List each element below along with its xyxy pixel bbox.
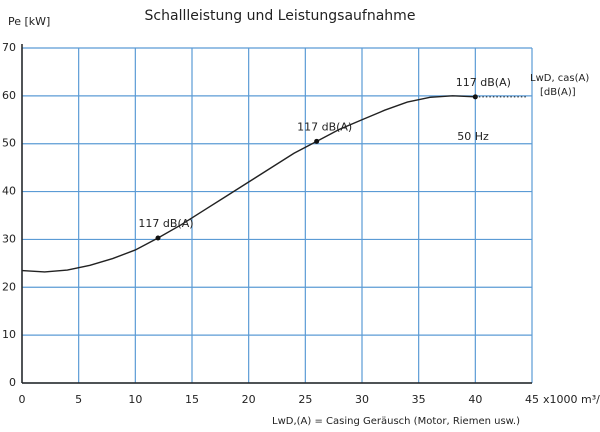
x-tick-label: 5 xyxy=(75,393,82,406)
y-tick-label: 40 xyxy=(2,185,16,198)
x-tick-label: 30 xyxy=(355,393,369,406)
y-tick-label: 10 xyxy=(2,328,16,341)
annotation: LwD, cas(A) xyxy=(530,73,589,84)
y-axis-label: Pe [kW] xyxy=(8,15,50,28)
footnote: LwD,(A) = Casing Geräusch (Motor, Riemen… xyxy=(272,416,520,427)
x-tick-label: 20 xyxy=(242,393,256,406)
y-tick-label: 50 xyxy=(2,137,16,150)
annotation: [dB(A)] xyxy=(540,87,576,98)
x-tick-label: 45 xyxy=(525,393,539,406)
y-tick-label: 0 xyxy=(9,376,16,389)
y-tick-label: 70 xyxy=(2,41,16,54)
point-label: 117 dB(A) xyxy=(297,120,352,133)
x-tick-label: 25 xyxy=(298,393,312,406)
chart-title: Schallleistung und Leistungsaufnahme xyxy=(145,8,416,24)
line-series xyxy=(21,95,476,273)
x-axis-label: x1000 m³/h xyxy=(543,393,600,406)
point xyxy=(314,138,320,144)
x-tick-label: 0 xyxy=(19,393,26,406)
x-tick-label: 10 xyxy=(128,393,142,406)
y-tick-label: 60 xyxy=(2,89,16,102)
point-label: 117 dB(A) xyxy=(138,217,193,230)
x-tick-label: 15 xyxy=(185,393,199,406)
x-tick-label: 40 xyxy=(468,393,482,406)
y-tick-label: 30 xyxy=(2,232,16,245)
y-tick-label: 20 xyxy=(2,280,16,293)
x-tick-label: 35 xyxy=(412,393,426,406)
annotation: 50 Hz xyxy=(457,130,489,143)
point-label: 117 dB(A) xyxy=(456,76,511,89)
point xyxy=(155,235,161,241)
